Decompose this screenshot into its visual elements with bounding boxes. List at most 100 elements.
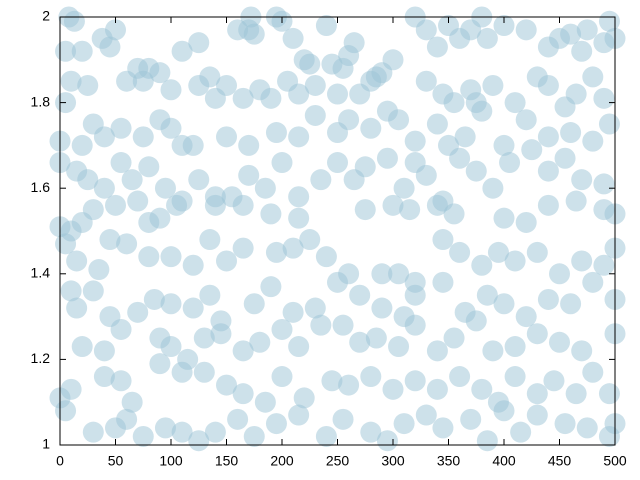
point [499, 152, 521, 174]
point [332, 408, 354, 430]
point [560, 23, 582, 45]
y-tick-label: 1 [42, 436, 50, 452]
point [121, 391, 143, 413]
point [443, 203, 465, 225]
point [354, 199, 376, 221]
point [560, 293, 582, 315]
point [493, 207, 515, 229]
point [526, 404, 548, 426]
point [116, 408, 138, 430]
point [487, 241, 509, 263]
point [388, 336, 410, 358]
point [105, 19, 126, 41]
point [432, 229, 454, 251]
point [82, 421, 104, 443]
point [426, 378, 448, 400]
y-tick-label: 1.6 [31, 179, 51, 195]
point [93, 177, 115, 199]
x-tick-label: 100 [159, 453, 183, 469]
point [271, 366, 293, 388]
point [388, 109, 410, 131]
point [60, 280, 82, 302]
point [365, 327, 387, 349]
point [232, 194, 254, 216]
point [360, 366, 382, 388]
point [332, 314, 354, 336]
point [593, 173, 615, 195]
point [315, 425, 337, 447]
point [449, 366, 471, 388]
point [132, 126, 154, 148]
point [404, 370, 426, 392]
point [482, 340, 504, 362]
point [338, 109, 360, 131]
point [132, 425, 154, 447]
point [204, 194, 226, 216]
point [537, 288, 559, 310]
point [515, 211, 537, 233]
point [254, 177, 276, 199]
point [382, 194, 404, 216]
point [582, 271, 604, 293]
point [393, 177, 415, 199]
point [443, 92, 465, 114]
point [260, 87, 282, 109]
point [288, 336, 310, 358]
point [243, 23, 265, 45]
point [415, 19, 437, 41]
point [149, 207, 171, 229]
point [199, 229, 221, 251]
point [371, 263, 393, 285]
point [515, 109, 537, 131]
point [343, 32, 365, 54]
point [204, 87, 226, 109]
point [299, 229, 321, 251]
point [182, 297, 204, 319]
point [232, 87, 254, 109]
point [515, 306, 537, 328]
point [227, 408, 249, 430]
point [388, 263, 410, 285]
point [288, 207, 310, 229]
point [526, 383, 548, 405]
point [493, 400, 515, 422]
point [360, 421, 382, 443]
point [376, 430, 398, 452]
point [110, 152, 132, 174]
x-tick-label: 450 [548, 453, 572, 469]
point [510, 421, 532, 443]
point [260, 203, 282, 225]
point [415, 404, 437, 426]
point [160, 293, 182, 315]
point [138, 156, 160, 178]
point [598, 383, 620, 405]
point [349, 83, 371, 105]
point [571, 169, 593, 191]
point [537, 160, 559, 182]
point [60, 70, 82, 92]
point [471, 378, 493, 400]
point [593, 87, 615, 109]
point [260, 276, 282, 298]
point [143, 288, 165, 310]
x-tick-label: 400 [492, 453, 516, 469]
y-tick-label: 1.2 [31, 350, 51, 366]
point [571, 250, 593, 272]
point [265, 122, 287, 144]
point [210, 323, 232, 345]
point [77, 74, 99, 96]
point [138, 246, 160, 268]
point [565, 83, 587, 105]
point [93, 340, 115, 362]
x-tick-label: 500 [603, 453, 627, 469]
point [554, 147, 576, 169]
point [238, 164, 260, 186]
points [49, 6, 626, 452]
point [426, 113, 448, 135]
point [232, 340, 254, 362]
point [160, 117, 182, 139]
point [504, 336, 526, 358]
point [199, 284, 221, 306]
point [360, 117, 382, 139]
point [288, 83, 310, 105]
